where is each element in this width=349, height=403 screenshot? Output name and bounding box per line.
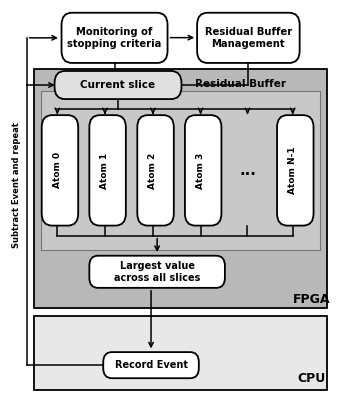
Text: Current slice: Current slice	[81, 80, 156, 90]
Bar	[41, 91, 320, 250]
Text: Record Event: Record Event	[114, 360, 187, 370]
Bar	[34, 69, 327, 308]
FancyBboxPatch shape	[277, 115, 313, 226]
Text: Atom 0: Atom 0	[53, 152, 62, 189]
Text: Largest value
across all slices: Largest value across all slices	[114, 261, 200, 283]
FancyBboxPatch shape	[89, 115, 126, 226]
Bar	[34, 316, 327, 390]
Text: ...: ...	[239, 163, 256, 178]
FancyBboxPatch shape	[61, 13, 168, 63]
Text: CPU: CPU	[298, 372, 326, 385]
FancyBboxPatch shape	[42, 115, 78, 226]
FancyBboxPatch shape	[54, 71, 181, 99]
FancyBboxPatch shape	[137, 115, 174, 226]
FancyBboxPatch shape	[185, 115, 221, 226]
Text: Atom N-1: Atom N-1	[288, 147, 297, 194]
FancyBboxPatch shape	[197, 13, 300, 63]
Text: Atom 2: Atom 2	[148, 152, 157, 189]
FancyBboxPatch shape	[103, 352, 199, 378]
Text: Subtract Event and repeat: Subtract Event and repeat	[12, 123, 21, 248]
Text: Residual Buffer: Residual Buffer	[195, 79, 286, 89]
Text: Residual Buffer
Management: Residual Buffer Management	[205, 27, 292, 49]
Text: Atom 1: Atom 1	[101, 152, 110, 189]
Text: Monitoring of
stopping criteria: Monitoring of stopping criteria	[67, 27, 162, 49]
Text: FPGA: FPGA	[293, 293, 331, 306]
Text: Atom 3: Atom 3	[196, 152, 205, 189]
FancyBboxPatch shape	[89, 256, 225, 288]
